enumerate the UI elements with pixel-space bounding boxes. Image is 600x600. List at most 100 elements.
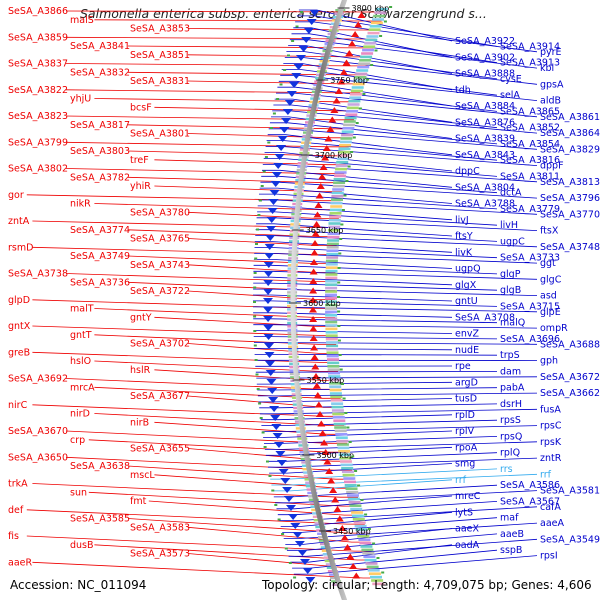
reverse-gene-label[interactable]: SeSA_A3813 [540,177,600,188]
reverse-gene-label[interactable]: SeSA_A3865 [500,106,560,117]
forward-gene-label[interactable]: dusB [70,540,94,551]
reverse-gene-label[interactable]: livJ [455,215,469,226]
forward-gene-label[interactable]: SeSA_A3823 [8,111,68,122]
reverse-gene-label[interactable]: argD [455,377,478,388]
reverse-gene-label[interactable]: rplQ [500,448,520,459]
reverse-gene-label[interactable]: glgC [540,274,562,285]
reverse-gene-label[interactable]: aaeA [540,518,564,529]
forward-gene-label[interactable]: SeSA_A3853 [130,24,190,35]
forward-gene-label[interactable]: rsmD [8,242,33,253]
reverse-gene-label[interactable]: rpsS [500,415,521,426]
forward-gene-label[interactable]: yhjU [70,94,91,105]
forward-gene-label[interactable]: gntY [130,312,152,323]
forward-gene-label[interactable]: SeSA_A3837 [8,59,68,70]
reverse-gene-label[interactable]: SeSA_A3581 [540,486,600,497]
reverse-gene-label[interactable]: SeSA_A3913 [500,58,560,69]
reverse-gene-label[interactable]: rpsI [540,551,558,562]
forward-gene-label[interactable]: mscL [130,470,155,481]
reverse-gene-label[interactable]: dsrH [500,399,522,410]
reverse-gene-label[interactable]: kbl [540,63,554,74]
forward-gene-label[interactable]: def [8,505,24,516]
reverse-gene-label[interactable]: rpsQ [500,431,522,442]
forward-gene-label[interactable]: SeSA_A3817 [70,120,130,131]
reverse-gene-label[interactable]: rplV [455,426,475,437]
forward-gene-label[interactable]: nirC [8,400,28,411]
reverse-gene-label[interactable]: smg [455,459,475,470]
reverse-gene-label[interactable]: SeSA_A3567 [500,496,560,507]
forward-gene-label[interactable]: SeSA_A3803 [70,146,130,157]
reverse-gene-label[interactable]: ggt [540,258,556,269]
reverse-gene-label[interactable]: ftsX [540,226,559,237]
forward-gene-label[interactable]: bcsF [130,102,152,113]
reverse-gene-label[interactable]: SeSA_A3549 [540,534,600,545]
reverse-gene-label[interactable]: cafA [540,502,561,513]
forward-gene-label[interactable]: SeSA_A3801 [130,129,190,140]
reverse-gene-label[interactable]: gpsA [540,79,564,90]
forward-gene-label[interactable]: yhiR [130,181,151,192]
reverse-gene-label[interactable]: zntR [540,453,562,464]
forward-gene-label[interactable]: SeSA_A3851 [130,50,190,61]
forward-gene-label[interactable]: SeSA_A3782 [70,172,130,183]
reverse-gene-label[interactable]: SeSA_A3788 [455,199,515,210]
reverse-gene-label[interactable]: SeSA_A3662 [540,388,600,399]
reverse-gene-label[interactable]: ftsY [455,231,473,242]
forward-gene-label[interactable]: SeSA_A3866 [8,6,68,17]
forward-gene-label[interactable]: nikR [70,199,91,210]
reverse-gene-label[interactable]: cysE [500,74,522,85]
reverse-gene-label[interactable]: SeSA_A3876 [455,117,515,128]
forward-gene-label[interactable]: aaeR [8,557,32,568]
forward-gene-label[interactable]: SeSA_A3722 [130,286,190,297]
reverse-gene-label[interactable]: nudE [455,345,479,356]
reverse-gene-label[interactable]: SeSA_A3843 [455,150,515,161]
reverse-gene-label[interactable]: ompR [540,323,568,334]
reverse-gene-label[interactable]: selA [500,90,520,101]
reverse-gene-label[interactable]: gph [540,356,558,367]
reverse-gene-label[interactable]: SeSA_A3914 [500,41,560,52]
reverse-gene-label[interactable]: SeSA_A3864 [540,128,600,139]
forward-gene-label[interactable]: crp [70,435,85,446]
forward-gene-label[interactable]: SeSA_A3702 [130,339,190,350]
reverse-gene-label[interactable]: gntU [455,296,478,307]
reverse-gene-label[interactable]: dppC [455,166,480,177]
forward-gene-label[interactable]: malS [70,15,94,26]
reverse-gene-label[interactable]: livK [455,247,473,258]
forward-gene-label[interactable]: SeSA_A3765 [130,234,190,245]
forward-gene-label[interactable]: hslR [130,365,151,376]
reverse-gene-label[interactable]: ugpC [500,236,525,247]
reverse-gene-label[interactable]: malQ [500,318,525,329]
reverse-gene-label[interactable]: SeSA_A3804 [455,182,515,193]
forward-gene-label[interactable]: fis [8,531,19,542]
forward-gene-label[interactable]: glpD [8,295,30,306]
reverse-gene-label[interactable]: SeSA_A3708 [455,312,515,323]
forward-gene-label[interactable]: SeSA_A3802 [8,164,68,175]
reverse-gene-label[interactable]: SeSA_A3715 [500,301,560,312]
forward-gene-label[interactable]: mrcA [70,382,95,393]
reverse-gene-label[interactable]: SeSA_A3816 [500,155,560,166]
reverse-gene-label[interactable]: SeSA_A3796 [540,193,600,204]
forward-gene-label[interactable]: trkA [8,479,28,490]
reverse-gene-label[interactable]: rrs [500,464,513,475]
reverse-gene-label[interactable]: SeSA_A3829 [540,144,600,155]
reverse-gene-label[interactable]: oadA [455,540,480,551]
forward-gene-label[interactable]: SeSA_A3670 [8,426,68,437]
reverse-gene-label[interactable]: rpoA [455,442,478,453]
reverse-gene-label[interactable]: rrf [455,475,467,486]
forward-gene-label[interactable]: treF [130,155,149,166]
reverse-gene-label[interactable]: dctA [500,188,522,199]
forward-gene-label[interactable]: SeSA_A3774 [70,225,130,236]
reverse-gene-label[interactable]: SeSA_A3839 [455,134,515,145]
forward-gene-label[interactable]: fmt [130,496,147,507]
forward-gene-label[interactable]: nirD [70,409,90,420]
reverse-gene-label[interactable]: pabA [500,383,525,394]
reverse-gene-label[interactable]: SeSA_A3884 [455,101,515,112]
reverse-gene-label[interactable]: aaeX [455,524,479,535]
reverse-gene-label[interactable]: trpS [500,350,520,361]
reverse-gene-label[interactable]: SeSA_A3688 [540,339,600,350]
forward-gene-label[interactable]: SeSA_A3573 [130,549,190,560]
reverse-gene-label[interactable]: sspB [500,545,522,556]
reverse-gene-label[interactable]: SeSA_A3811 [500,171,560,182]
reverse-gene-label[interactable]: envZ [455,329,479,340]
reverse-gene-label[interactable]: livH [500,220,518,231]
reverse-gene-label[interactable]: glgP [500,269,521,280]
reverse-gene-label[interactable]: SeSA_A3696 [500,334,560,345]
